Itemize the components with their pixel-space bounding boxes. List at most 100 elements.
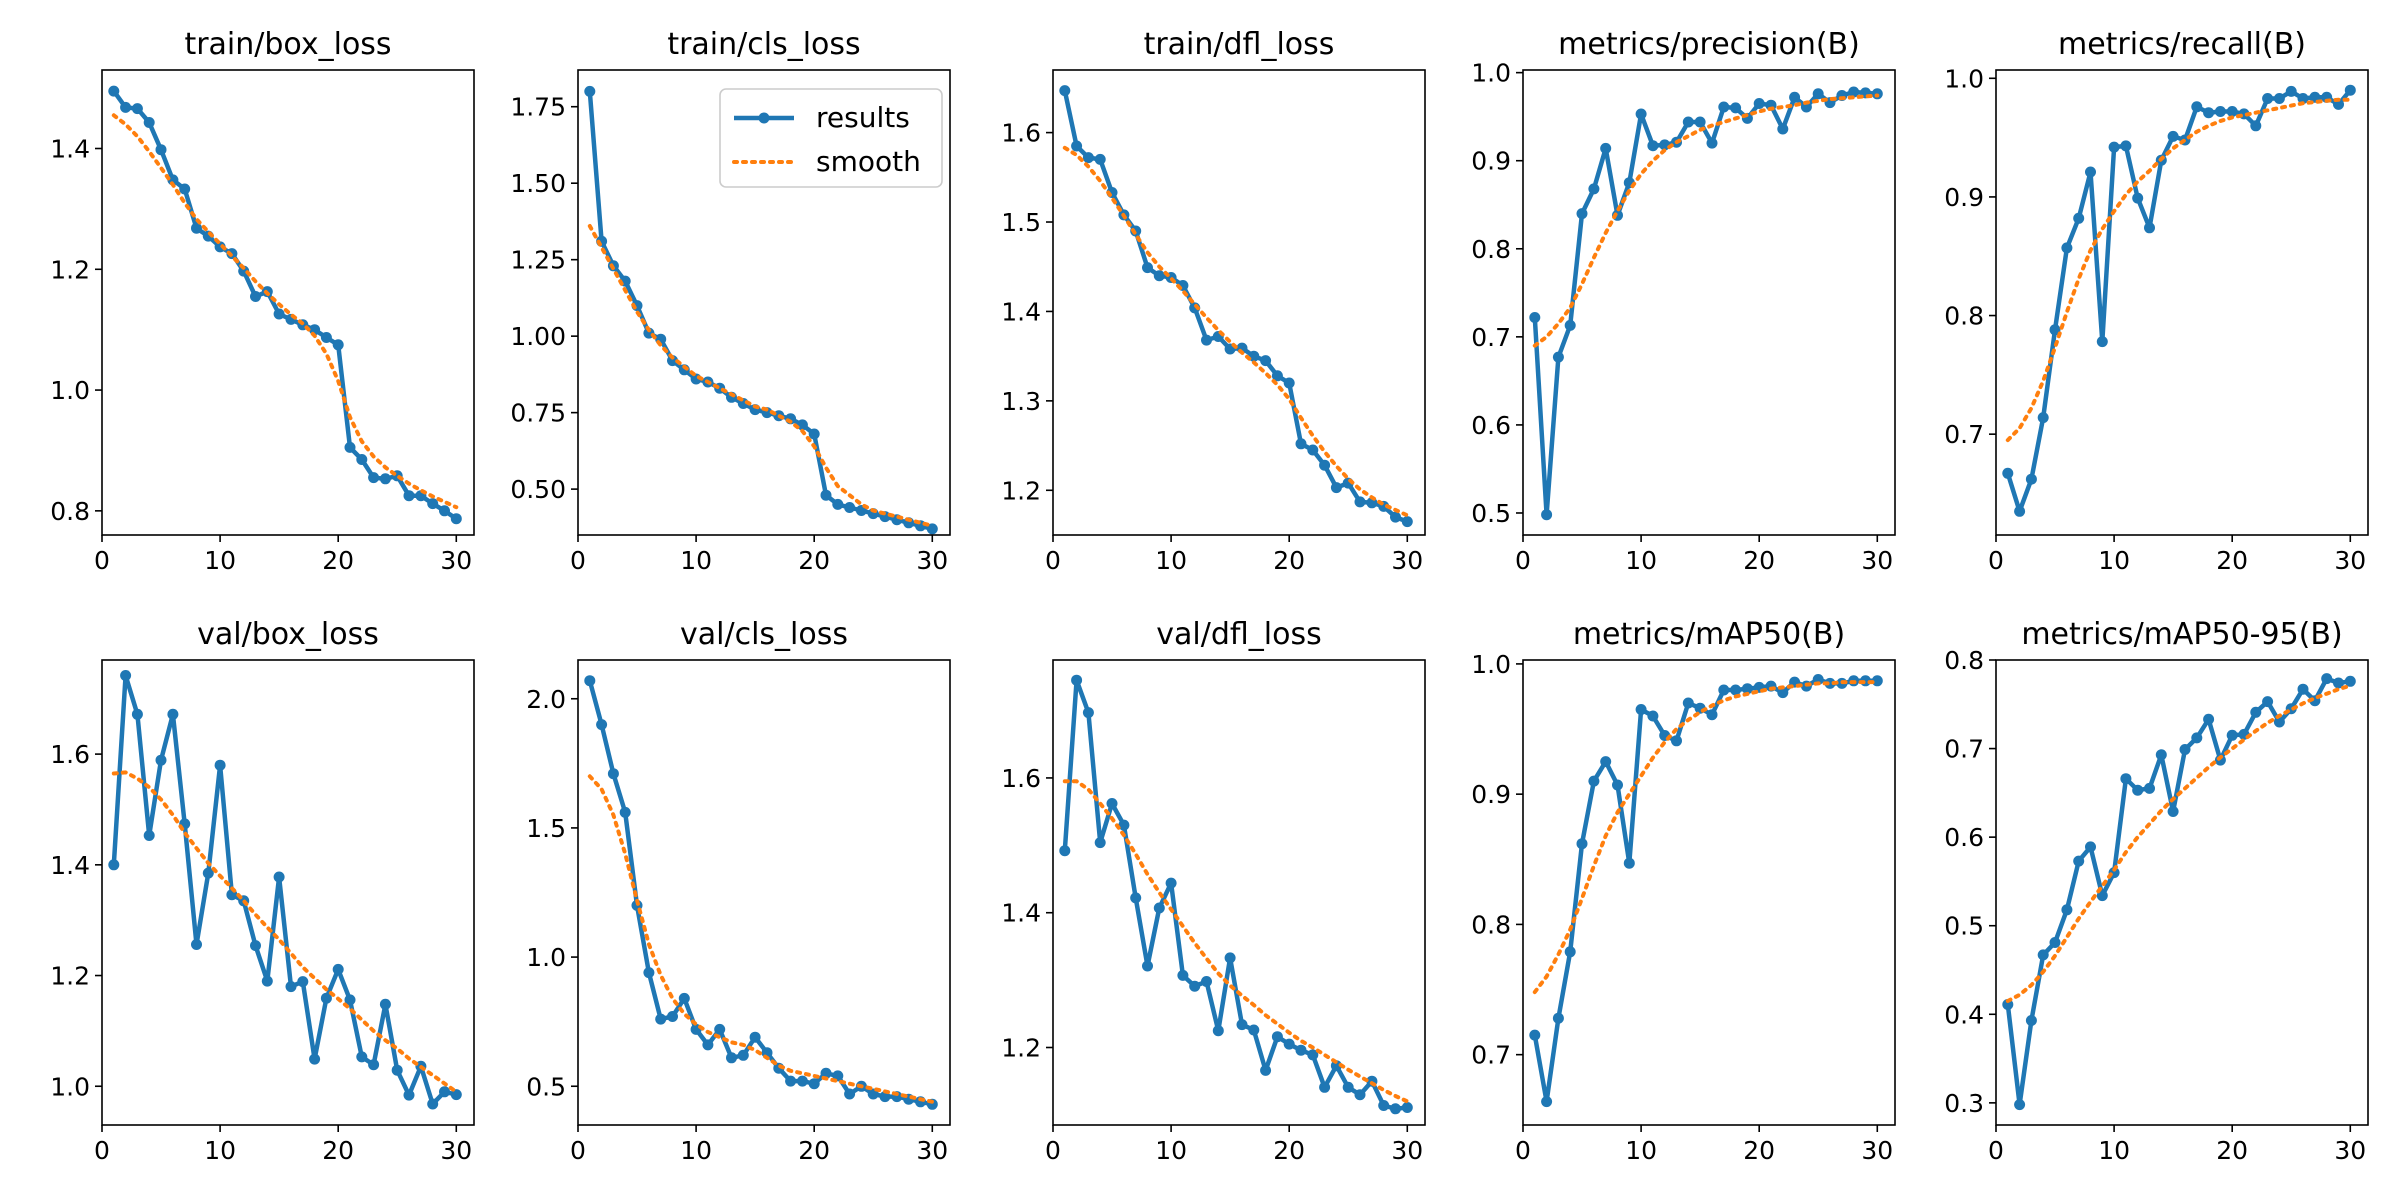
legend-box: [719, 88, 943, 188]
results-point: [1718, 684, 1730, 696]
y-tick-label: 1.6: [1001, 119, 1041, 148]
results-point: [1635, 704, 1647, 715]
results-point: [450, 1089, 462, 1101]
results-point: [584, 675, 596, 687]
chart-panel: metrics/mAP50-95(B) 0 10 20 30 0.3 0.4 0.5 0.6 0.…: [1944, 617, 2369, 1165]
results-point: [1612, 779, 1623, 791]
results-line: [111, 89, 458, 521]
results-line: [2005, 676, 2351, 1107]
x-tick-label: 0: [1045, 546, 1061, 575]
results-point: [2061, 904, 2073, 916]
x-tick-label: 30: [1861, 1136, 1893, 1165]
chart-title: metrics/precision(B): [1558, 27, 1860, 62]
results-point: [1319, 1081, 1331, 1093]
results-point: [832, 498, 844, 510]
y-tick-label: 0.8: [1471, 235, 1511, 264]
results-point: [2297, 683, 2309, 695]
results-point: [1848, 86, 1860, 98]
y-tick-label: 1.0: [526, 943, 566, 972]
results-point: [1094, 153, 1106, 165]
plot-frame: [577, 69, 951, 536]
results-point: [678, 992, 690, 1004]
results-point: [1694, 116, 1706, 128]
plot-frame: [1522, 659, 1896, 1126]
results-point: [619, 806, 631, 818]
y-tick-label: 1.4: [50, 851, 90, 880]
y-tick-label: 0.5: [1944, 912, 1984, 941]
x-tick-label: 0: [94, 546, 110, 575]
results-point: [1812, 88, 1824, 100]
x-tick-label: 30: [2334, 546, 2366, 575]
results-point: [2144, 222, 2155, 234]
y-tick-label: 1.50: [510, 169, 566, 198]
y-tick-label: 1.4: [1001, 297, 1041, 326]
results-point: [1588, 775, 1600, 787]
results-point: [1529, 1029, 1541, 1041]
smooth-line: [1532, 680, 1880, 995]
results-point: [1118, 819, 1130, 831]
x-tick-label: 10: [680, 546, 712, 575]
results-point: [2025, 473, 2037, 485]
y-tick-label: 0.8: [1944, 302, 1984, 331]
x-tick-label: 30: [440, 1136, 472, 1165]
x-tick-label: 30: [2334, 1136, 2366, 1165]
chart-title: val/dfl_loss: [1156, 617, 1321, 652]
results-point: [1390, 1103, 1401, 1115]
results-point: [1082, 152, 1094, 164]
results-point: [926, 523, 938, 535]
x-tick-label: 0: [1045, 1136, 1061, 1165]
chart-title: metrics/recall(B): [2058, 27, 2306, 62]
smooth-line: [1532, 93, 1880, 348]
results-point: [155, 754, 167, 766]
results-point: [2014, 505, 2026, 517]
results-line: [1532, 89, 1878, 517]
results-point: [1106, 798, 1118, 809]
results-point: [1588, 183, 1600, 195]
y-tick-label: 0.5: [526, 1072, 566, 1101]
results-point: [2037, 949, 2049, 961]
results-point: [1142, 960, 1153, 972]
smooth-line: [587, 774, 935, 1104]
results-point: [2132, 192, 2144, 204]
results-point: [1330, 482, 1342, 494]
smooth-line: [1062, 145, 1410, 518]
results-point: [2073, 855, 2085, 867]
results-line: [1062, 677, 1408, 1112]
results-point: [2096, 336, 2108, 348]
results-point: [191, 939, 202, 950]
chart-panel: train/cls_loss 0 10 20 30 0.50 0.75 1.00 1.25 1.5…: [510, 27, 951, 575]
results-point: [820, 489, 832, 501]
results-point: [1354, 1089, 1366, 1101]
results-point: [131, 708, 143, 720]
y-tick-label: 0.7: [1471, 323, 1511, 352]
results-point: [1295, 438, 1307, 450]
results-point: [356, 1051, 368, 1063]
chart-panel: train/dfl_loss 0 10 20 30 1.2 1.3 1.4 1.5 1.6: [1001, 27, 1426, 575]
y-tick-label: 0.9: [1944, 183, 1984, 212]
chart-title: train/cls_loss: [667, 27, 860, 62]
results-point: [1777, 123, 1789, 135]
chart-panel: metrics/mAP50(B) 0 10 20 30 0.7 0.8 0.9 1.0: [1471, 617, 1896, 1165]
results-point: [1706, 709, 1718, 721]
results-point: [1283, 377, 1295, 389]
x-tick-label: 20: [1273, 546, 1305, 575]
results-point: [2226, 729, 2238, 741]
chart-title: metrics/mAP50(B): [1573, 617, 1845, 652]
results-point: [1307, 1049, 1319, 1061]
results-point: [2085, 166, 2096, 178]
x-tick-label: 0: [1515, 546, 1531, 575]
y-tick-label: 0.7: [1944, 420, 1984, 449]
results-point: [1165, 877, 1177, 889]
y-tick-label: 0.4: [1944, 1000, 1984, 1029]
results-point: [796, 419, 808, 431]
results-point: [2179, 744, 2191, 755]
y-tick-label: 0.8: [1944, 646, 1984, 675]
results-point: [844, 502, 856, 513]
y-tick-label: 0.6: [1944, 823, 1984, 852]
results-point: [1177, 969, 1189, 981]
results-point: [1059, 845, 1071, 857]
x-tick-label: 10: [204, 546, 236, 575]
chart-title: val/cls_loss: [680, 617, 848, 652]
results-point: [250, 940, 261, 952]
results-point: [1529, 312, 1541, 323]
